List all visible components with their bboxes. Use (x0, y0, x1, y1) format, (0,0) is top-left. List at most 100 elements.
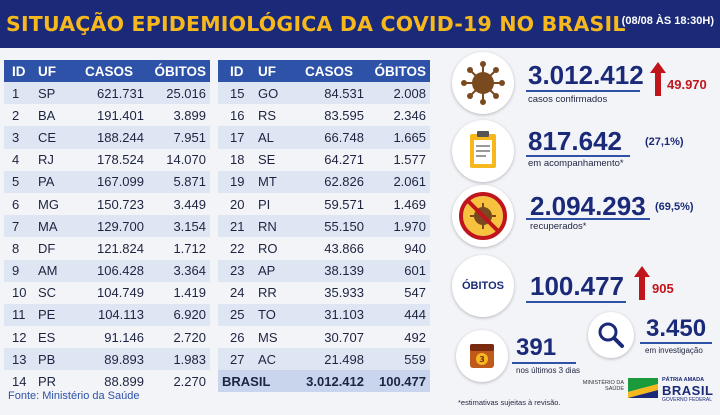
cell-uf: AL (258, 129, 274, 145)
recovered-underline (526, 218, 650, 220)
cell-id: 21 (230, 218, 245, 234)
cell-id: 27 (230, 351, 245, 367)
cell-id: 5 (12, 174, 20, 190)
cell-deaths: 559 (404, 351, 426, 367)
table-header: ID UF CASOS ÓBITOS (218, 60, 430, 82)
cell-cases: 21.498 (324, 351, 364, 367)
cell-id: 9 (12, 263, 20, 279)
deaths-badge-label: ÓBITOS (462, 280, 504, 292)
cell-cases: 66.748 (324, 129, 364, 145)
confirmed-delta: 49.970 (667, 77, 707, 92)
table-row: 16 RS 83.595 2.346 (218, 104, 430, 127)
cell-id: 2 (12, 107, 20, 123)
source-note: Fonte: Ministério da Saúde (8, 390, 140, 402)
clipboard-icon (452, 120, 514, 182)
cell-deaths: 1.469 (393, 196, 426, 212)
table-row: 23 AP 38.139 601 (218, 259, 430, 282)
cell-id: 1 (12, 85, 20, 101)
cell-cases: 55.150 (324, 218, 364, 234)
cell-uf: SC (38, 285, 57, 301)
table-row: 26 MS 30.707 492 (218, 326, 430, 349)
column-header-uf: UF (258, 63, 276, 79)
cell-deaths: 3.364 (173, 263, 206, 279)
cell-id: 8 (12, 240, 20, 256)
cell-cases: 31.103 (324, 307, 364, 323)
cell-cases: 178.524 (97, 152, 144, 168)
cell-cases: 621.731 (97, 85, 144, 101)
brasil-logo-sub: GOVERNO FEDERAL (662, 397, 713, 403)
table-row: 22 RO 43.866 940 (218, 237, 430, 260)
table-row: 12 ES 91.146 2.720 (4, 326, 210, 349)
deaths-delta: 905 (652, 281, 674, 296)
cell-id: 26 (230, 329, 245, 345)
deaths-underline (526, 301, 626, 303)
cell-cases: 89.893 (104, 351, 144, 367)
cell-id: 23 (230, 263, 245, 279)
table-row: 4 RJ 178.524 14.070 (4, 148, 210, 171)
table-row: 20 PI 59.571 1.469 (218, 192, 430, 216)
cell-cases: 150.723 (97, 196, 144, 212)
column-header-cases: CASOS (84, 63, 133, 79)
cell-deaths: 25.016 (166, 85, 206, 101)
arrow-up-icon (650, 62, 666, 101)
recent-deaths-value: 391 (516, 334, 557, 361)
cell-deaths: 3.154 (173, 218, 206, 234)
cell-cases: 121.824 (97, 240, 144, 256)
total-deaths: 100.477 (379, 373, 426, 389)
cell-deaths: 492 (404, 329, 426, 345)
recent-underline (512, 362, 576, 364)
cell-uf: AM (38, 263, 58, 279)
table-row: 17 AL 66.748 1.665 (218, 126, 430, 149)
total-row: BRASIL 3.012.412 100.477 (218, 370, 430, 393)
cell-cases: 104.113 (97, 307, 144, 323)
cell-uf: RJ (38, 152, 54, 168)
table-row: 3 CE 188.244 7.951 (4, 126, 210, 149)
cell-cases: 83.595 (324, 107, 364, 123)
cell-cases: 64.271 (324, 152, 364, 168)
cell-uf: PR (38, 374, 57, 390)
page-title: SITUAÇÃO EPIDEMIOLÓGICA DA COVID-19 NO B… (6, 12, 626, 36)
cell-uf: SE (258, 152, 276, 168)
table-row: 15 GO 84.531 2.008 (218, 82, 430, 105)
states-table-right: ID UF CASOS ÓBITOS 15 GO 84.531 2.008 16 RS 83… (218, 60, 430, 393)
cell-id: 25 (230, 307, 245, 323)
cell-uf: RS (258, 107, 277, 123)
recovered-percent: (69,5%) (655, 201, 694, 213)
table-row: 18 SE 64.271 1.577 (218, 148, 430, 171)
header-bar: SITUAÇÃO EPIDEMIOLÓGICA DA COVID-19 NO B… (0, 0, 720, 48)
cell-id: 15 (230, 85, 245, 101)
cell-uf: GO (258, 85, 279, 101)
table-row: 6 MG 150.723 3.449 (4, 192, 210, 216)
cell-cases: 191.401 (97, 107, 144, 123)
confirmed-label: casos confirmados (528, 94, 608, 105)
cell-cases: 62.826 (324, 174, 364, 190)
cell-cases: 188.244 (97, 129, 144, 145)
svg-text:3: 3 (479, 355, 485, 364)
monitoring-label: em acompanhamento* (528, 158, 624, 169)
column-header-id: ID (230, 63, 244, 79)
cell-cases: 38.139 (324, 263, 364, 279)
table-row: 19 MT 62.826 2.061 (218, 170, 430, 193)
cell-id: 16 (230, 107, 245, 123)
brasil-logo-top: PÁTRIA AMADA (662, 377, 705, 383)
footnote: *estimativas sujeitas à revisão. (458, 398, 561, 407)
cell-deaths: 3.899 (173, 107, 206, 123)
cell-deaths: 1.983 (173, 351, 206, 367)
cell-uf: RR (258, 285, 277, 301)
monitoring-percent: (27,1%) (645, 136, 684, 148)
recovered-label: recuperados* (530, 221, 587, 232)
column-header-id: ID (12, 63, 26, 79)
cell-deaths: 1.419 (173, 285, 206, 301)
cell-uf: PI (258, 196, 271, 212)
table-row: 1 SP 621.731 25.016 (4, 82, 210, 105)
cell-id: 14 (12, 374, 27, 390)
cell-cases: 59.571 (324, 196, 364, 212)
table-row: 2 BA 191.401 3.899 (4, 104, 210, 127)
cell-cases: 30.707 (324, 329, 364, 345)
brasil-flag-logo (628, 378, 658, 398)
table-row: 10 SC 104.749 1.419 (4, 281, 210, 304)
cell-uf: PA (38, 174, 55, 190)
cell-id: 10 (12, 285, 27, 301)
cell-uf: DF (38, 240, 56, 256)
virus-icon (452, 52, 514, 114)
